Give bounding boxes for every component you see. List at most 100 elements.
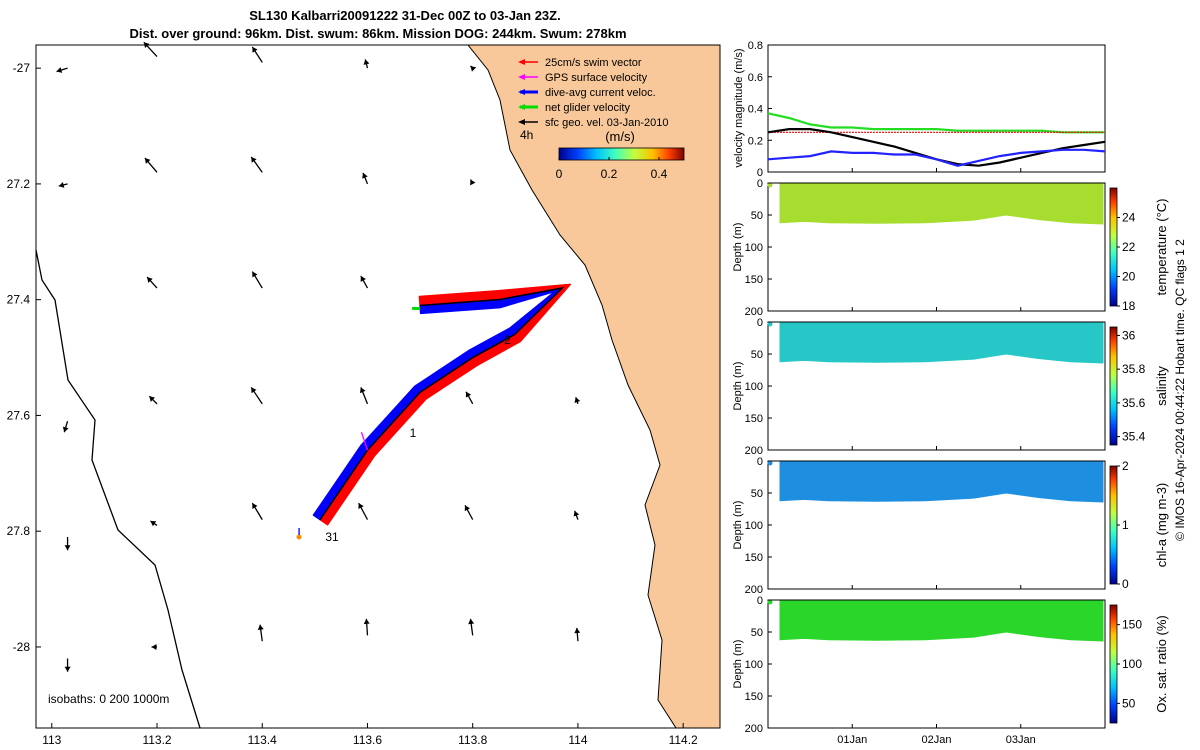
geo-velocity-arrow (363, 618, 370, 636)
geo-arrow-head (58, 181, 65, 188)
geo-arrow-head (251, 156, 257, 163)
depth-panel-marker (767, 182, 773, 188)
velocity-series-line (767, 112, 1105, 134)
map-colorbar-tick-label: 0.4 (651, 167, 668, 181)
glider-track-layer: 31 1 2 (296, 283, 572, 544)
depth-tick-label: 50 (751, 210, 763, 222)
day-label: 31 (325, 530, 339, 544)
geo-arrow-head (64, 545, 71, 551)
geo-arrow-head (574, 627, 581, 634)
geo-velocity-arrow (362, 172, 369, 185)
colorbar-units: (m/s) (605, 129, 635, 144)
depth-colorbar-tick-label: 100 (1122, 657, 1142, 671)
depth-colorbar (1109, 187, 1118, 307)
net-track-line (319, 286, 565, 521)
depth-tick-label: 50 (751, 488, 763, 500)
legend-arrowhead (518, 89, 525, 95)
geo-arrow-head (358, 503, 364, 509)
depth-colorbar-tick-label: 36 (1122, 328, 1136, 342)
geo-arrow-head (573, 510, 580, 517)
depth-tick-label: 100 (745, 242, 763, 254)
depth-tick-label: 50 (751, 627, 763, 639)
velocity-y-tick-label: 0.6 (748, 72, 763, 84)
geo-arrow-head (574, 397, 581, 403)
map-y-tick-label: 27.4 (7, 293, 31, 307)
map-panel: 31 1 2 113 113.2 113.4 113.6 113.8 114 114.2 -27… (7, 41, 721, 747)
geo-arrow-head (468, 618, 475, 625)
geo-arrow-head (252, 503, 258, 509)
geo-arrow-head (144, 158, 151, 164)
geo-arrow-head (150, 521, 157, 527)
depth-tick-label: 100 (745, 520, 763, 532)
velocity-y-tick-label: 0.2 (748, 135, 763, 147)
map-y-tick-label: 27.8 (7, 524, 31, 538)
map-x-tick-label: 113.4 (248, 733, 277, 747)
geo-velocity-arrow (148, 395, 158, 405)
geo-velocity-arrow (56, 67, 68, 73)
geo-velocity-arrow (143, 41, 158, 58)
geo-velocity-arrow (358, 502, 369, 520)
depth-tick-label: 200 (745, 584, 763, 596)
geo-velocity-arrow (360, 275, 369, 289)
depth-colorbar-tick-label: 150 (1122, 618, 1142, 632)
map-x-tick-label: 113.2 (142, 733, 171, 747)
depth-tick-label: 100 (745, 381, 763, 393)
geo-arrow-head (363, 59, 370, 65)
depth-colorbar-tick-label: 2 (1122, 459, 1129, 473)
depth-colorbar-tick-label: 35.8 (1122, 362, 1146, 376)
depth-ylabel: Depth (m) (732, 640, 744, 689)
geo-arrow-head (464, 505, 471, 512)
velocity-y-ticks: 0 0.2 0.4 0.6 0.8 (748, 40, 772, 179)
depth-tick-label: 150 (745, 552, 763, 564)
velocity-series (767, 112, 1106, 167)
depth-panel: 0 50 100 150 200 Depth (m) 18 20 22 24 temperature… (732, 178, 1169, 318)
geo-arrow-head (470, 65, 477, 72)
legend-label: sfc geo. vel. 03-Jan-2010 (545, 117, 669, 129)
map-x-tick-label: 113.6 (353, 733, 382, 747)
velocity-y-tick-label: 0 (757, 167, 763, 179)
depth-tick-label: 200 (745, 723, 763, 735)
depth-colorbar (1109, 326, 1118, 446)
geo-velocity-arrow (146, 276, 158, 289)
chart-title-line-2: Dist. over ground: 96km. Dist. swum: 86k… (129, 26, 626, 41)
depth-tick-label: 200 (745, 306, 763, 318)
velocity-y-tick-label: 0.4 (748, 104, 763, 116)
map-y-tick-label: 27.2 (7, 177, 31, 191)
legend-arrowhead (518, 119, 525, 125)
depth-ylabel: Depth (m) (732, 362, 744, 411)
geo-velocity-arrow (470, 65, 477, 72)
geo-arrow-head (62, 426, 69, 433)
depth-colorbar-label: salinity (1154, 366, 1169, 406)
depth-tick-label: 50 (751, 349, 763, 361)
day-label: 1 (410, 426, 417, 440)
day-label: 2 (504, 333, 511, 347)
geo-arrow-head (360, 276, 366, 282)
time-tick-label: 01Jan (837, 734, 867, 746)
legend-label: dive-avg current veloc. (545, 87, 656, 99)
map-x-tick-label: 114 (568, 733, 587, 747)
map-x-ticks: 113 113.2 113.4 113.6 113.8 114 114.2 (42, 723, 698, 747)
coastline-land (466, 44, 721, 729)
side-caption: © IMOS 16-Apr-2024 00:44:22 Hobart time.… (1173, 239, 1187, 541)
geo-velocity-arrow (151, 643, 158, 650)
geo-arrow-head (359, 387, 366, 394)
geo-arrow-head (252, 46, 258, 53)
velocity-y-tick-label: 0.8 (748, 40, 763, 52)
map-y-tick-label: 27.6 (7, 408, 31, 422)
depth-panel-marker (767, 321, 773, 327)
geo-arrow-head (64, 666, 71, 672)
map-legend: 25cm/s swim vector GPS surface velocity di… (518, 57, 669, 129)
depth-colorbar-tick-label: 0 (1122, 577, 1129, 591)
geo-velocity-arrow (150, 520, 158, 527)
geo-velocity-arrow (144, 157, 158, 173)
geo-arrow-head (56, 67, 63, 73)
depth-section-field (779, 322, 1104, 364)
depth-colorbar-label: temperature (°C) (1154, 199, 1169, 296)
geo-velocity-arrow (64, 658, 71, 672)
geo-velocity-arrow (250, 156, 263, 173)
geo-arrow-head (147, 277, 153, 283)
geo-velocity-arrow (574, 397, 581, 405)
depth-colorbar-label: chl-a (mg m-3) (1154, 483, 1169, 568)
depth-tick-label: 150 (745, 274, 763, 286)
geo-velocity-arrow (469, 179, 476, 186)
